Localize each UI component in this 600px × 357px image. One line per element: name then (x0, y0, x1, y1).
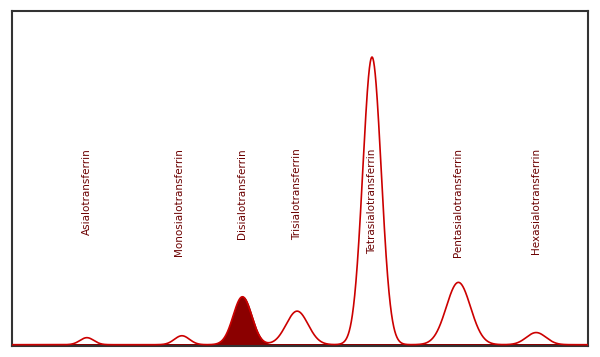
Text: Hexasialotransferrin: Hexasialotransferrin (531, 148, 541, 254)
Text: Disialotransferrin: Disialotransferrin (238, 148, 247, 239)
Text: Asialotransferrin: Asialotransferrin (82, 148, 92, 235)
Text: Trisialotransferrin: Trisialotransferrin (292, 148, 302, 240)
Text: Tetrasialotransferrin: Tetrasialotransferrin (367, 148, 377, 253)
Text: Monosialotransferrin: Monosialotransferrin (174, 148, 184, 256)
Text: Pentasialotransferrin: Pentasialotransferrin (454, 148, 463, 257)
